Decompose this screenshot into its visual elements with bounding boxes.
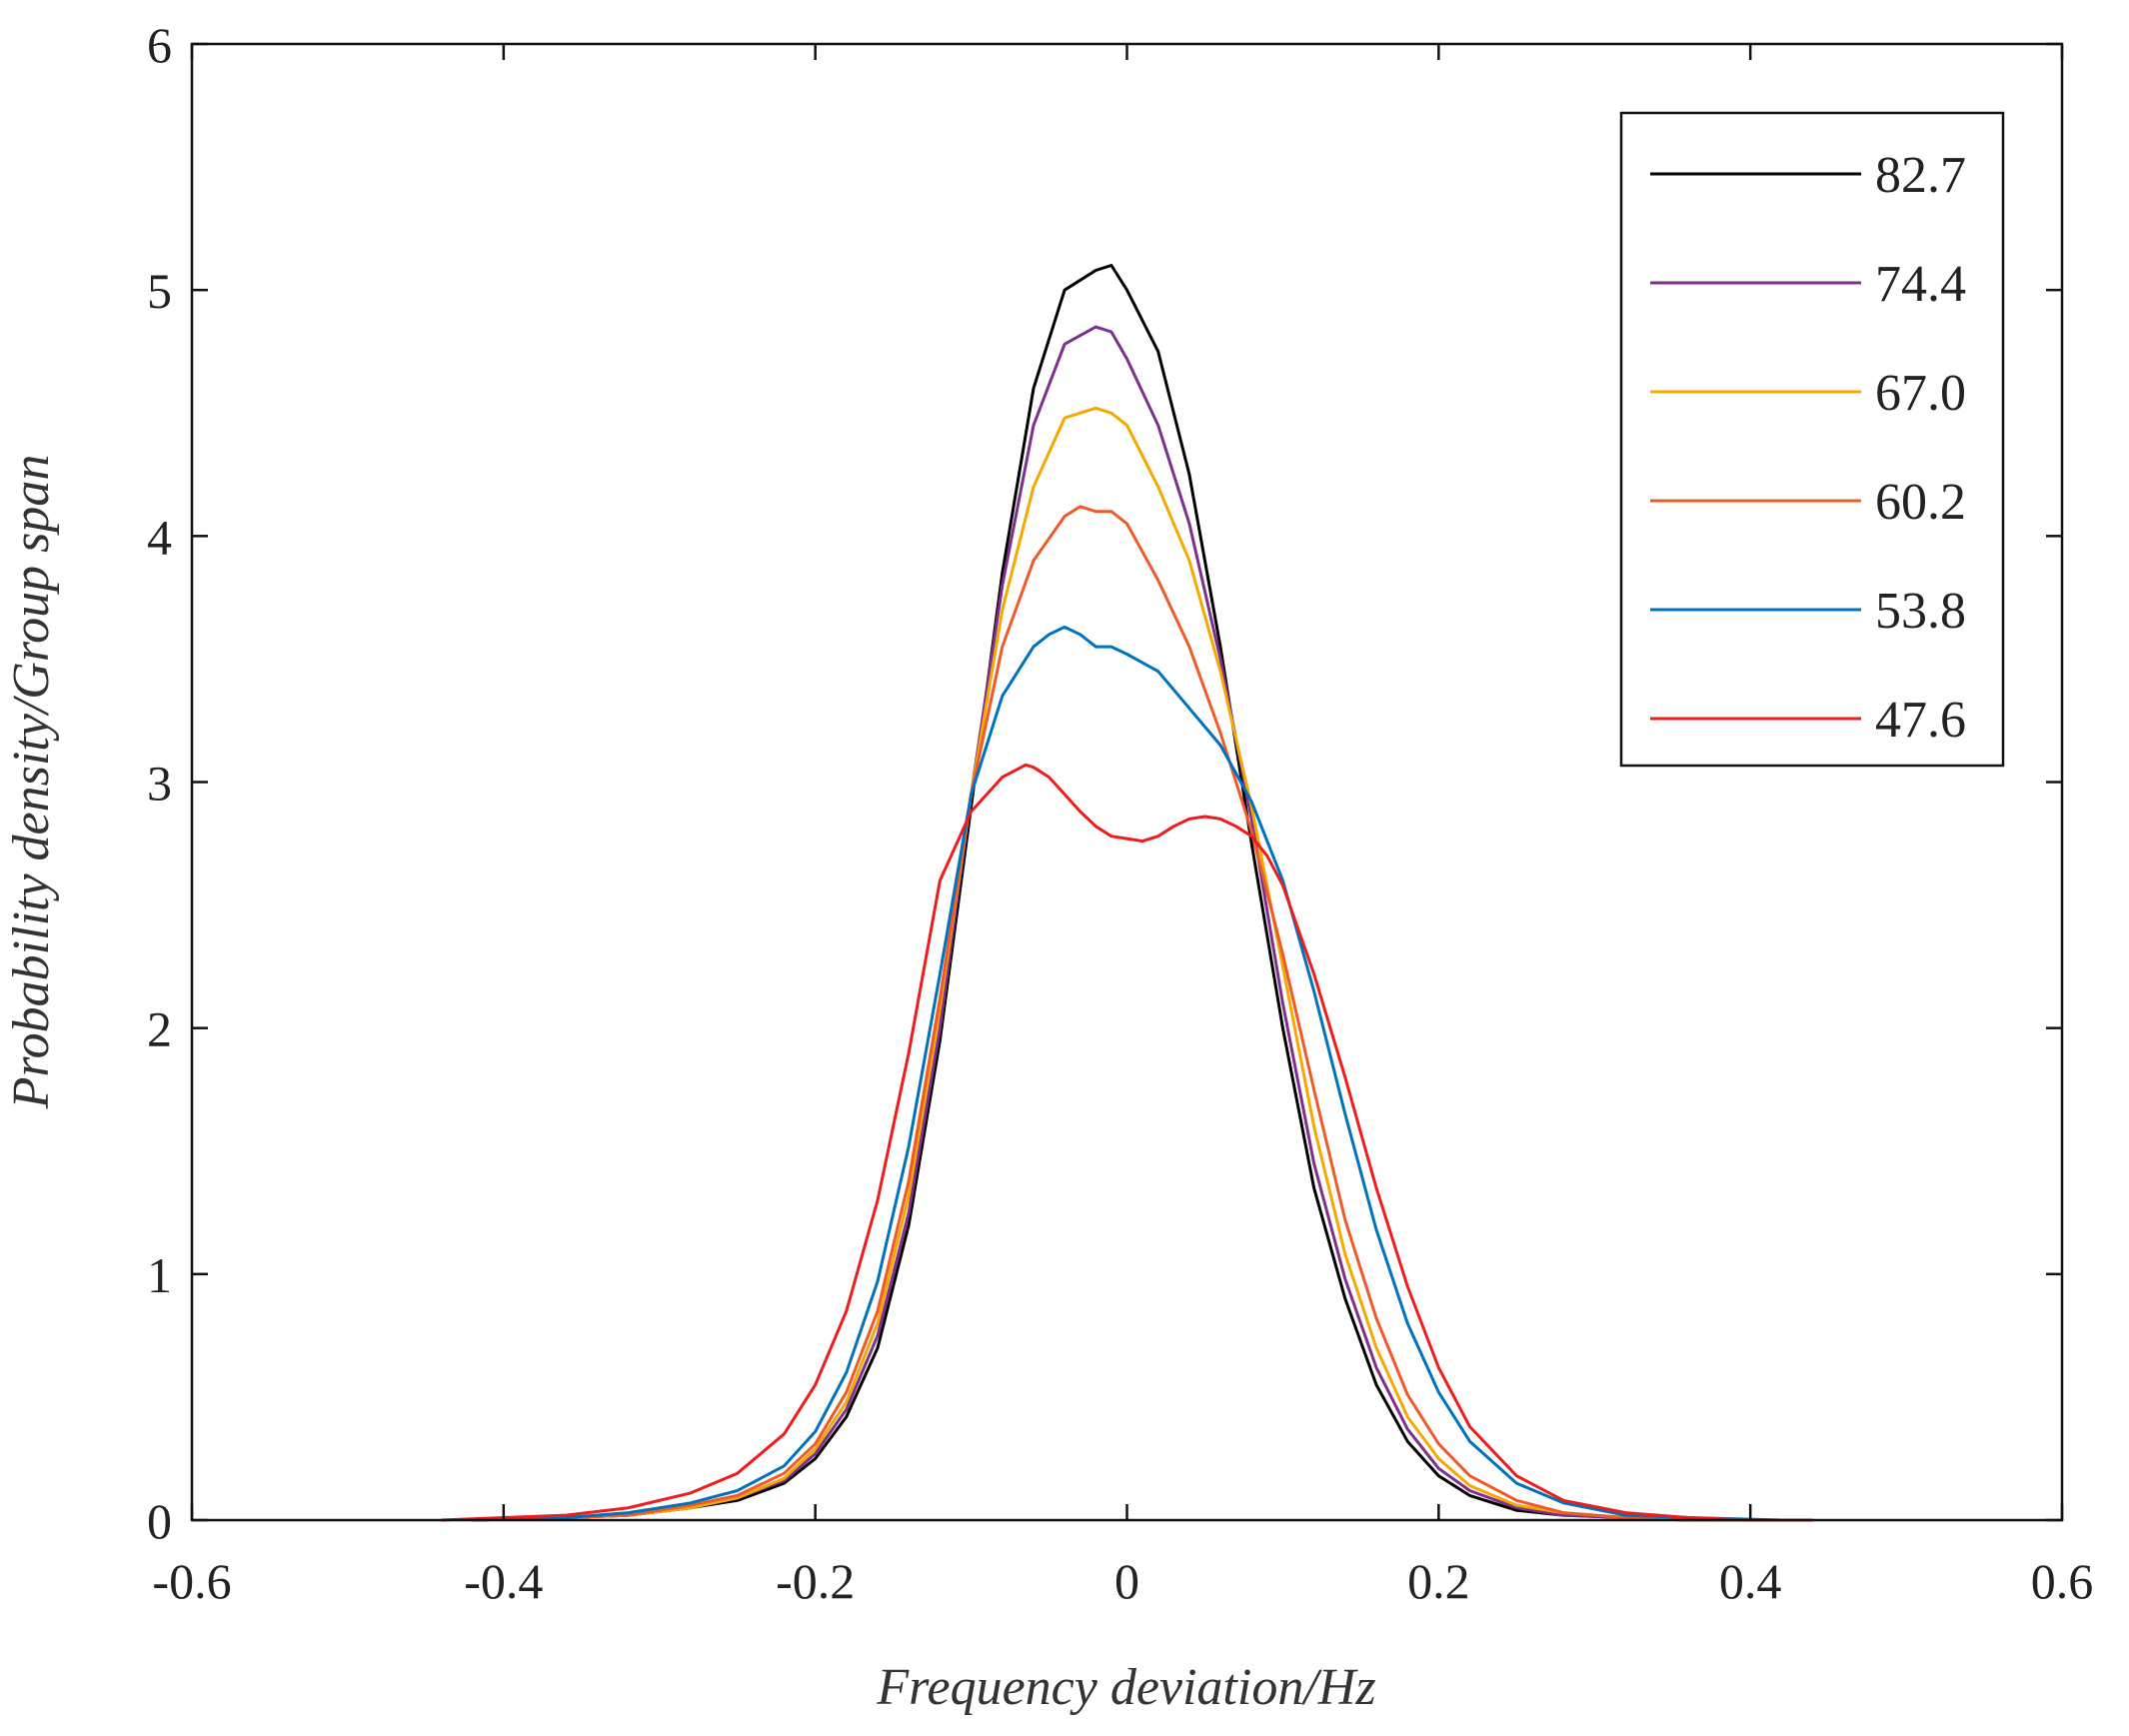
series-layer <box>441 264 1813 1522</box>
series-line-60-2 <box>472 505 1782 1522</box>
series-line-47-6 <box>441 763 1813 1522</box>
series-line-82-7 <box>472 264 1782 1522</box>
legend: 82.7 74.4 67.0 60.2 53.8 47.6 <box>1619 111 2005 768</box>
series-line-53-8 <box>472 625 1782 1522</box>
x-tick-label: 0.4 <box>1719 1553 1782 1609</box>
y-tick-label: 3 <box>147 756 172 812</box>
y-tick-label: 6 <box>147 17 172 73</box>
legend-label: 74.4 <box>1875 256 1966 313</box>
legend-label: 67.0 <box>1875 365 1966 422</box>
y-tick-label: 0 <box>147 1493 172 1549</box>
legend-label: 47.6 <box>1875 692 1966 749</box>
series-line-67-0 <box>472 406 1782 1522</box>
x-tick-label: 0 <box>1114 1553 1139 1609</box>
x-tick-label: -0.4 <box>464 1553 543 1609</box>
series-line-74-4 <box>472 325 1782 1522</box>
legend-label: 82.7 <box>1875 147 1966 204</box>
ticks-layer: -0.6 -0.4 -0.2 0 0.2 0.4 0.6 0 1 2 3 4 5 6 <box>147 17 2093 1609</box>
legend-label: 53.8 <box>1875 583 1966 640</box>
x-tick-label: -0.2 <box>776 1553 855 1609</box>
y-tick-label: 1 <box>147 1247 172 1303</box>
x-axis-title: Frequency deviation/Hz <box>876 1659 1375 1716</box>
legend-box <box>1619 111 2005 768</box>
x-tick-label: -0.6 <box>152 1553 231 1609</box>
x-tick-label: 0.6 <box>2031 1553 2094 1609</box>
y-tick-label: 5 <box>147 263 172 319</box>
x-tick-label: 0.2 <box>1407 1553 1470 1609</box>
y-tick-label: 4 <box>147 509 172 565</box>
y-axis-title: Probability density/Group span <box>3 455 60 1110</box>
y-tick-label: 2 <box>147 1001 172 1057</box>
legend-label: 60.2 <box>1875 474 1966 531</box>
